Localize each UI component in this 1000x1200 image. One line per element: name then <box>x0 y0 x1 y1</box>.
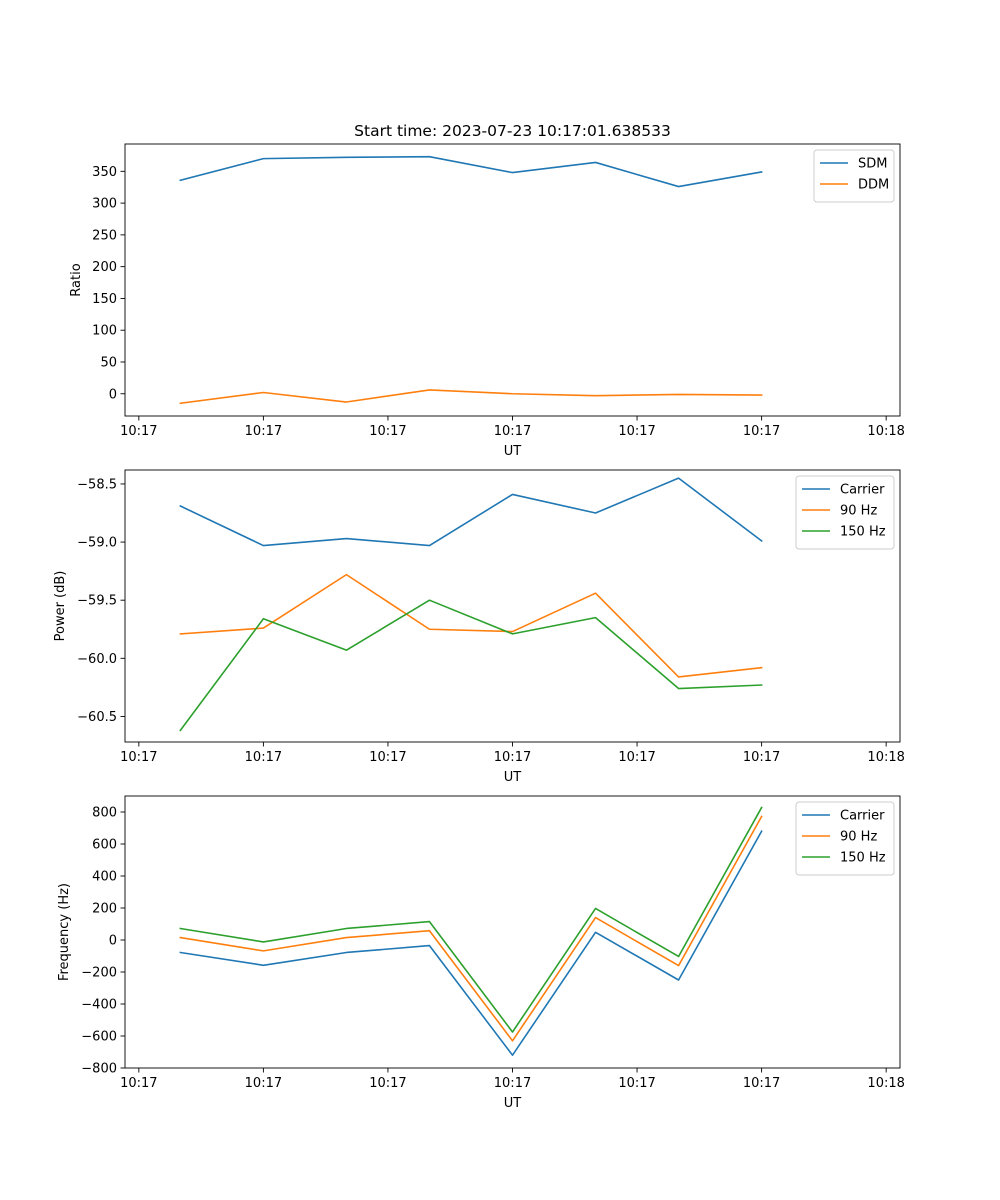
y-tick-label: −60.5 <box>77 710 117 725</box>
y-tick-label: 200 <box>92 260 117 275</box>
x-tick-label: 10:17 <box>494 750 531 765</box>
x-tick-label: 10:17 <box>120 1076 157 1091</box>
x-axis-label: UT <box>504 770 522 785</box>
y-tick-label: 300 <box>92 197 117 212</box>
y-tick-label: 0 <box>109 387 117 402</box>
legend-label-carrier: Carrier <box>840 483 885 498</box>
series-line-carrier <box>179 830 763 1056</box>
y-tick-label: 800 <box>92 806 117 821</box>
y-tick-label: 600 <box>92 838 117 853</box>
figure-title: Start time: 2023-07-23 10:17:01.638533 <box>354 122 671 140</box>
y-tick-label: 200 <box>92 902 117 917</box>
y-tick-label: 150 <box>92 292 117 307</box>
y-tick-label: −400 <box>81 998 117 1013</box>
y-tick-label: −60.0 <box>77 652 117 667</box>
series-line-ddm <box>179 389 763 405</box>
series-line-carrier <box>179 477 763 547</box>
x-tick-label: 10:18 <box>867 1076 904 1091</box>
legend: Carrier 90 Hz 150 Hz <box>795 475 895 550</box>
x-tick-label: 10:18 <box>867 750 904 765</box>
legend-label-carrier: Carrier <box>840 809 885 824</box>
y-axis-label: Power (dB) <box>53 571 68 642</box>
x-tick-label: 10:17 <box>369 424 406 439</box>
x-tick-label: 10:17 <box>245 750 282 765</box>
legend: SDM DDM <box>813 149 895 203</box>
y-tick-label: 350 <box>92 165 117 180</box>
y-tick-label: −800 <box>81 1062 117 1077</box>
legend-label-90-hz: 90 Hz <box>840 504 877 519</box>
x-tick-label: 10:17 <box>743 750 780 765</box>
series-line-90-hz <box>179 815 763 1042</box>
legend-label-90-hz: 90 Hz <box>840 830 877 845</box>
x-tick-label: 10:17 <box>245 1076 282 1091</box>
legend-label-150-hz: 150 Hz <box>840 525 886 540</box>
y-tick-label: −58.5 <box>77 477 117 492</box>
series-line-150-hz <box>179 599 763 732</box>
y-tick-label: 250 <box>92 228 117 243</box>
x-tick-label: 10:17 <box>120 750 157 765</box>
y-tick-label: −59.5 <box>77 594 117 609</box>
x-tick-label: 10:17 <box>618 424 655 439</box>
x-tick-label: 10:17 <box>120 424 157 439</box>
legend: Carrier 90 Hz 150 Hz <box>795 801 895 876</box>
power-subplot: 10:17 10:17 10:17 10:17 10:17 10:17 10:18 −60.5… <box>53 469 905 785</box>
y-tick-label: 50 <box>100 355 117 370</box>
frequency-subplot: 10:17 10:17 10:17 10:17 10:17 10:17 10:18 −800 −… <box>57 795 905 1111</box>
legend-label-ddm: DDM <box>858 178 889 193</box>
x-tick-label: 10:18 <box>867 424 904 439</box>
x-tick-label: 10:17 <box>369 750 406 765</box>
y-tick-label: −600 <box>81 1030 117 1045</box>
series-line-150-hz <box>179 806 763 1033</box>
y-tick-label: 0 <box>109 934 117 949</box>
series-line-sdm <box>179 155 763 188</box>
x-tick-label: 10:17 <box>494 424 531 439</box>
ratio-subplot: 10:17 10:17 10:17 10:17 10:17 10:17 10:18 0 50 10… <box>69 143 905 459</box>
x-tick-label: 10:17 <box>618 750 655 765</box>
series-line-90-hz <box>179 573 763 678</box>
x-axis-label: UT <box>504 444 522 459</box>
y-tick-label: 100 <box>92 324 117 339</box>
x-tick-label: 10:17 <box>245 424 282 439</box>
legend-label-sdm: SDM <box>858 157 887 172</box>
x-tick-label: 10:17 <box>618 1076 655 1091</box>
y-tick-label: −200 <box>81 966 117 981</box>
x-tick-label: 10:17 <box>743 1076 780 1091</box>
x-axis-label: UT <box>504 1096 522 1111</box>
y-tick-label: −59.0 <box>77 536 117 551</box>
y-axis-label: Frequency (Hz) <box>57 883 72 981</box>
x-tick-label: 10:17 <box>494 1076 531 1091</box>
legend-label-150-hz: 150 Hz <box>840 851 886 866</box>
y-tick-label: 400 <box>92 870 117 885</box>
x-tick-label: 10:17 <box>369 1076 406 1091</box>
x-tick-label: 10:17 <box>743 424 780 439</box>
y-axis-label: Ratio <box>69 263 84 296</box>
